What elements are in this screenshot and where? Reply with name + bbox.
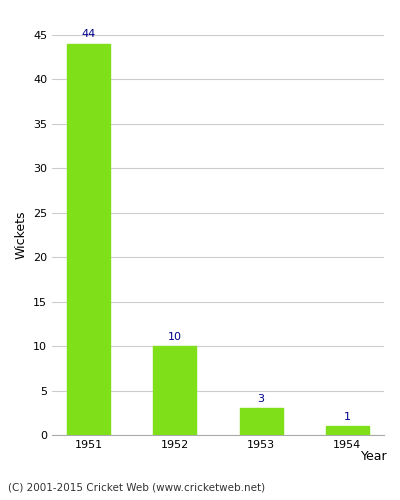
Text: 3: 3: [258, 394, 265, 404]
Text: Year: Year: [361, 450, 388, 463]
Bar: [67, 44, 110, 435]
Bar: [240, 408, 283, 435]
Text: 1: 1: [344, 412, 351, 422]
Bar: [153, 346, 196, 435]
Y-axis label: Wickets: Wickets: [14, 211, 28, 259]
Bar: [326, 426, 369, 435]
Text: 10: 10: [168, 332, 182, 342]
Text: 44: 44: [82, 30, 96, 40]
Text: (C) 2001-2015 Cricket Web (www.cricketweb.net): (C) 2001-2015 Cricket Web (www.cricketwe…: [8, 482, 265, 492]
